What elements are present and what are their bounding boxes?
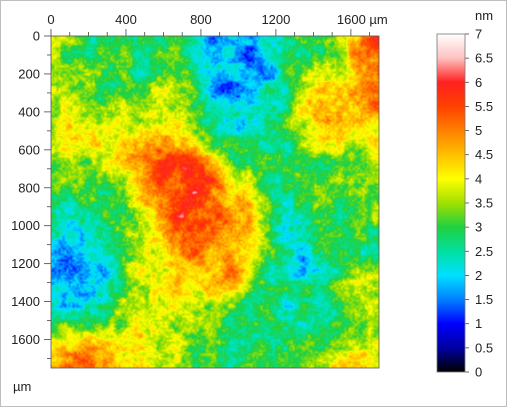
colorbar-tick-label: 7	[475, 27, 482, 42]
y-tick-label: 200	[18, 66, 40, 81]
colorbar-tick-label: 0	[475, 365, 482, 380]
x-tick-label: 400	[115, 12, 137, 27]
y-axis: 0 200 400 600 800 1000 1200 1400 1600	[11, 29, 51, 359]
colorbar-tick-label: 1	[475, 316, 482, 331]
y-tick-label: 1600	[11, 332, 40, 347]
colorbar-axis: 0 0.5 1 1.5 2 2.5 3 3.5 4 4.5 5 5.5 6 6.5 7	[465, 27, 493, 380]
x-axis: 0 400 800 1200 1600 µm	[47, 12, 388, 36]
x-tick-label: 1200	[261, 12, 290, 27]
x-tick-label: 1600 µm	[337, 12, 388, 27]
y-unit-label: µm	[13, 379, 31, 394]
colorbar-tick-label: 0.5	[475, 340, 493, 355]
y-tick-label: 600	[18, 142, 40, 157]
height-map	[51, 36, 379, 368]
y-tick-label: 1200	[11, 256, 40, 271]
colorbar-tick-label: 6.5	[475, 51, 493, 66]
colorbar-tick-label: 3	[475, 220, 482, 235]
y-tick-label: 800	[18, 180, 40, 195]
colorbar	[436, 33, 466, 373]
y-tick-label: 1400	[11, 294, 40, 309]
colorbar-unit-label: nm	[475, 8, 493, 23]
colorbar-tick-label: 4	[475, 171, 482, 186]
colorbar-tick-label: 1.5	[475, 292, 493, 307]
colorbar-tick-label: 5	[475, 123, 482, 138]
colorbar-tick-label: 3.5	[475, 196, 493, 211]
y-tick-label: 1000	[11, 218, 40, 233]
colorbar-tick-label: 6	[475, 75, 482, 90]
x-tick-label: 800	[190, 12, 212, 27]
colorbar-tick-label: 2	[475, 268, 482, 283]
x-tick-label: 0	[47, 12, 54, 27]
colorbar-tick-label: 2.5	[475, 244, 493, 259]
y-tick-label: 400	[18, 104, 40, 119]
y-tick-label: 0	[33, 29, 40, 44]
colorbar-tick-label: 5.5	[475, 99, 493, 114]
plot-border	[50, 35, 380, 369]
colorbar-tick-label: 4.5	[475, 147, 493, 162]
